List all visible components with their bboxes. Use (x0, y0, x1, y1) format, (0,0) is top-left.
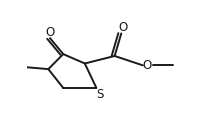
Text: O: O (45, 26, 55, 39)
Text: O: O (118, 21, 128, 34)
Text: S: S (96, 88, 103, 101)
Text: O: O (142, 59, 152, 72)
